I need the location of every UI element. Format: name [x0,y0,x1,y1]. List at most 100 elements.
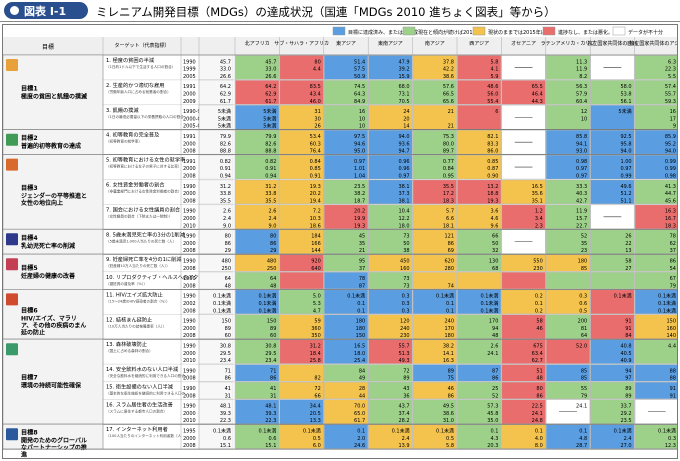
cell-value: 57.4 [665,84,676,90]
cell-value: 91 [670,386,676,392]
cell-value: 39.3 [265,411,276,417]
cell-value: 0.1未満 [258,428,276,435]
goal-name: 極度の貧困と飢餓の撲滅 [20,92,87,100]
cell-value: 26 [314,124,320,130]
target-label: 17. インターネット利用者 [106,425,168,433]
cell-value: 10 [359,116,365,122]
year-label: 1990-92 [183,109,204,115]
target-label: 12. 結核まん延防止 [106,315,152,323]
cell-value: 25 [492,386,498,392]
year-label: 2002 [183,301,196,307]
cell-value: 80.0 [443,141,454,147]
status-cell [634,130,677,155]
target-label: 6. 女性賃金労働者の割合 [106,181,165,189]
cell-value: 55 [581,386,587,392]
cell-value: 64.2 [265,84,276,90]
cell-value: 94.0 [398,134,409,140]
status-cell [412,179,457,205]
cell-value: 58 [536,319,542,325]
cell-value: 60 [270,333,276,339]
status-cell [324,289,368,314]
cell-value: 24.1 [487,351,498,357]
cell-value: 89.7 [443,149,454,155]
cell-value: 360 [311,326,321,332]
cell-value: 87 [492,368,498,374]
status-cell [546,424,590,449]
cell-value: 1.04 [354,174,365,180]
goal-group: 1. 極度の貧困の半減（1日約1ドル以下で生活する人口の割合）199019992… [3,54,677,131]
cell-value: 16.7 [665,216,676,222]
cell-value: 39.2 [398,67,409,73]
cell-value: 160 [400,266,410,272]
status-cell [634,272,677,290]
cell-value: 46 [536,326,542,332]
cell-value: 75 [448,376,454,382]
legend-label: 現在と傾向が続けば2015年 [418,29,481,36]
cell-value: 28 [359,386,365,392]
global-value: 0.91 [220,166,231,172]
cell-value: 0.84 [443,166,454,172]
year-label: 2008 [183,393,196,399]
cell-value: 45.8 [487,411,498,417]
status-cell [279,80,324,105]
cell-value: 48 [492,333,498,339]
cell-value: 33.0 [265,67,276,73]
cell-value: 49 [359,376,365,382]
cell-value: 29 [270,248,276,254]
book-icon [6,133,18,146]
cell-value: 89 [403,376,409,382]
global-value: 480 [221,259,231,265]
cell-value: 86 [270,376,276,382]
cell-value: 56.1 [620,99,631,105]
cell-value: 80 [536,386,542,392]
cell-value: 82.1 [487,134,498,140]
cell-value: 20.2 [310,191,321,197]
status-cell [279,204,324,229]
cell-value: 5.8 [446,443,454,449]
year-label: 1991 [183,134,196,140]
cell-value: 94.1 [576,141,587,147]
cell-value: 0.1未満 [658,307,676,314]
cell-value: 40.5 [620,351,631,357]
status-cell [546,254,590,272]
cell-value: 5.0 [313,294,321,300]
cell-value: 180 [356,326,366,332]
status-cell [324,339,368,364]
cell-value: 33.3 [576,184,587,190]
cell-value: 45.6 [665,198,676,204]
cell-value: 0.1未満 [436,428,454,435]
goal-group: 5. 初等教育における女性の就学率（初等教育における女子の男子に対する比率）19… [3,154,677,230]
status-cell [546,80,590,105]
cell-value: 0.1未満 [392,428,410,435]
status-cell [412,229,457,254]
cell-value: 17 [670,116,676,122]
cell-value: 5未満 [618,108,631,115]
cell-value: 1.2 [535,209,543,215]
cell-value: 30.8 [265,344,276,350]
cell-value: 53.8 [620,92,631,98]
status-cell [235,80,280,105]
cell-value: 62 [670,241,676,247]
status-cell [279,382,324,399]
goal-cell [3,229,104,255]
status-cell [324,382,368,399]
cell-value: 75.3 [443,134,454,140]
status-cell [501,424,546,449]
cell-value: 25.8 [310,358,321,364]
cell-value: 0.2 [535,294,543,300]
cell-value: 5.8 [490,59,498,65]
status-cell [501,179,546,205]
cell-value: 35.1 [532,198,543,204]
status-cell [634,364,677,382]
target-sub: （妊産婦10万人当たりの死亡数（人）） [106,263,170,268]
cell-value: 6.6 [446,216,454,222]
cell-value: 0.5 [579,308,587,314]
cell-value: 94 [492,326,498,332]
status-cell [634,254,677,272]
goal-cell [3,129,104,155]
cell-value: 0.85 [487,159,498,165]
cell-value: 20.5 [310,411,321,417]
status-cell [546,364,590,382]
cell-value: 620 [444,259,454,265]
year-label: 1990 [183,294,196,300]
